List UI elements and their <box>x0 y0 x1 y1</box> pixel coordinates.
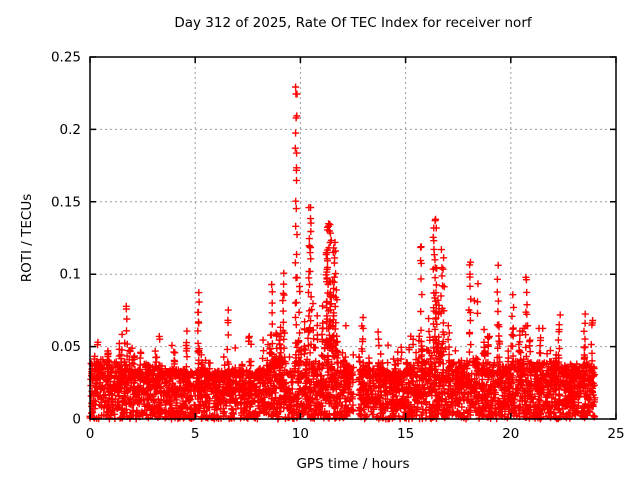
y-tick-label: 0.15 <box>51 194 81 210</box>
y-tick-label: 0.25 <box>51 50 81 66</box>
axis-tick-marks <box>89 56 617 420</box>
x-tick-label: 0 <box>86 426 95 442</box>
x-tick-label: 25 <box>607 426 624 442</box>
y-axis-label: ROTI / TECUs <box>19 194 35 282</box>
plot-border <box>89 56 617 420</box>
y-tick-label: 0.05 <box>51 339 81 355</box>
x-tick-labels: 0 5 10 15 20 25 <box>86 426 625 442</box>
x-tick-label: 20 <box>502 426 519 442</box>
y-tick-label: 0.1 <box>60 267 81 283</box>
chart-title: Day 312 of 2025, Rate Of TEC Index for r… <box>174 15 533 31</box>
x-tick-label: 5 <box>191 426 200 442</box>
y-tick-label: 0.2 <box>60 122 81 138</box>
y-tick-labels: 0 0.05 0.1 0.15 0.2 0.25 <box>51 50 81 428</box>
x-axis-label: GPS time / hours <box>296 456 409 472</box>
y-tick-label: 0 <box>72 412 81 428</box>
x-tick-label: 15 <box>397 426 414 442</box>
x-tick-label: 10 <box>292 426 309 442</box>
